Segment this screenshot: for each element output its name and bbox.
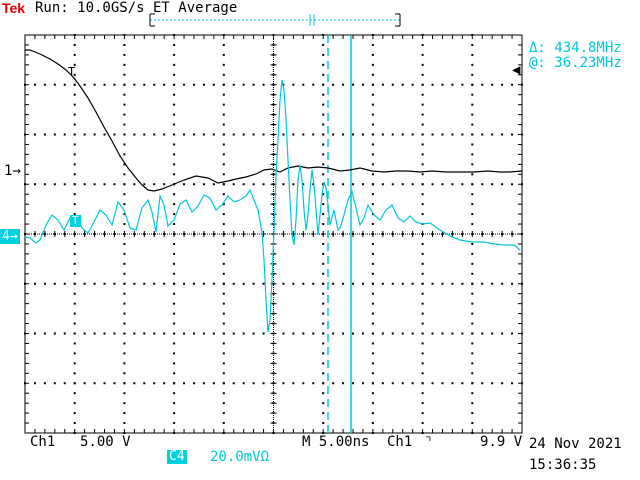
ch4-label: C4 xyxy=(167,449,187,464)
ch4-marker-label: 4 xyxy=(2,229,10,244)
date-display: 24 Nov 2021 xyxy=(529,436,622,452)
timebase: M 5.00ns xyxy=(302,434,370,450)
ch4-ground-marker[interactable]: 4→ xyxy=(0,229,20,244)
arrow-right-icon: → xyxy=(12,163,21,179)
ch1-ground-marker[interactable]: 1→ xyxy=(4,163,21,179)
ch4-scale: 20.0mVΩ xyxy=(210,449,270,465)
trigger-level-marker[interactable]: T xyxy=(70,214,81,227)
falling-edge-icon: ⌝ xyxy=(424,434,433,450)
graticule-grid xyxy=(24,34,523,434)
arrow-right-icon: → xyxy=(9,229,18,244)
ch1-trigger-marker: T xyxy=(68,65,76,79)
trigger-position-bar[interactable] xyxy=(149,13,401,27)
time-display: 15:36:35 xyxy=(529,457,597,473)
delta-readout: Δ: 434.8MHz xyxy=(529,40,622,56)
cursor-position-readout: @: 36.23MHz xyxy=(529,55,622,71)
ch1-label: Ch1 xyxy=(30,434,56,450)
brand-label: Tek xyxy=(2,0,26,16)
trigger-level: 9.9 V xyxy=(480,434,523,450)
ch1-scale: 5.00 V xyxy=(80,434,131,450)
trigger-source: Ch1 xyxy=(387,434,413,450)
ch1-trace xyxy=(25,49,523,192)
acquisition-status: Run: 10.0GS/s ET Average xyxy=(35,0,238,16)
ch4-trace xyxy=(24,79,521,333)
arrow-left-icon[interactable]: ◀ xyxy=(512,62,521,78)
ch1-marker-label: 1 xyxy=(4,163,13,179)
